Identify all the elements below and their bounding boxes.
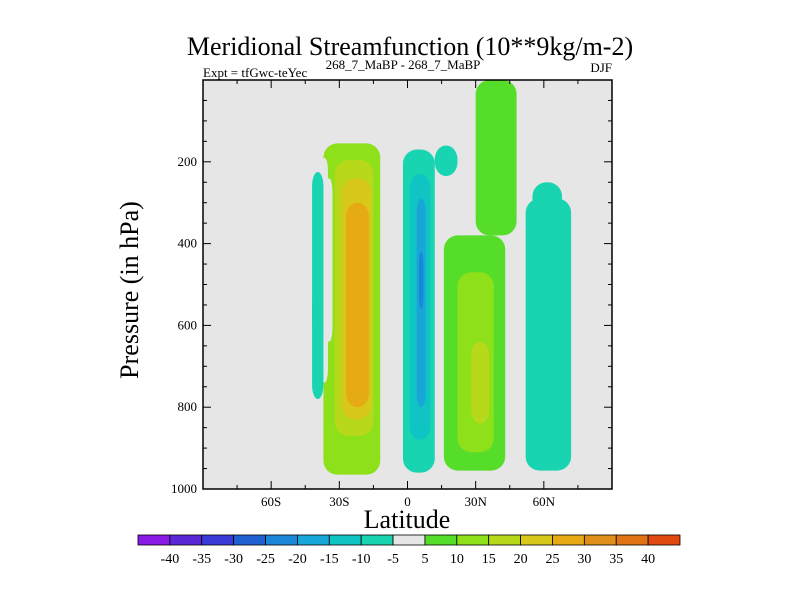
colorbar-swatch: [265, 534, 298, 546]
y-axis: 200 400 600 800 1000: [171, 99, 612, 496]
plot-area: 60S 30S 0 30N 60N 200 400 600 800 1000: [171, 79, 613, 509]
colorbar-label: -30: [224, 552, 243, 567]
season-label: DJF: [590, 60, 612, 75]
colorbar-label: 20: [514, 552, 528, 567]
colorbar-label: 15: [482, 552, 496, 567]
run-comparison-label: 268_7_MaBP - 268_7_MaBP: [326, 57, 481, 72]
colorbar-label: 10: [450, 552, 464, 567]
contour-region-17: [471, 341, 490, 424]
colorbar-swatch: [137, 534, 171, 546]
colorbar-swatch: [201, 534, 235, 546]
colorbar-label: 30: [577, 552, 591, 567]
contour-region-14: [434, 153, 453, 166]
colorbar-swatch: [360, 534, 394, 546]
colorbar-label: 5: [421, 552, 428, 567]
colorbar-label: -35: [192, 552, 211, 567]
colorbar-label: 25: [545, 552, 559, 567]
colorbar-swatch: [456, 534, 490, 546]
colorbar-label: -40: [161, 552, 180, 567]
colorbar-label: 40: [641, 552, 655, 567]
x-axis: 60S 30S 0 30N 60N: [236, 80, 579, 509]
colorbar-swatch: [615, 534, 649, 546]
contour-region-4: [346, 202, 369, 408]
colorbar-label: -20: [288, 552, 307, 567]
y-tick-label: 600: [178, 317, 198, 332]
contour-region-7: [312, 172, 324, 400]
y-axis-label: Pressure (in hPa): [115, 201, 144, 379]
x-tick-label: 30N: [464, 494, 487, 509]
colorbar-label: -15: [320, 552, 339, 567]
x-tick-label: 0: [404, 494, 411, 509]
contour-region-8: [312, 292, 322, 334]
colorbar-swatch: [233, 534, 266, 546]
contour-region-20: [532, 182, 563, 461]
colorbar-swatch: [647, 534, 681, 546]
colorbar-swatch: [297, 534, 330, 546]
colorbar-swatch: [424, 534, 458, 546]
contour-region-12: [418, 251, 424, 310]
colorbar-label: -10: [352, 552, 371, 567]
contour-region-18: [475, 80, 517, 236]
experiment-label: Expt = tfGwc-teYec: [203, 65, 307, 80]
colorbar-swatch: [169, 534, 203, 546]
x-tick-label: 60N: [533, 494, 556, 509]
colorbar-label: -25: [256, 552, 275, 567]
colorbar-label: 35: [609, 552, 623, 567]
x-tick-label: 60S: [261, 494, 281, 509]
contour-regions: [312, 80, 572, 475]
y-tick-label: 800: [178, 399, 198, 414]
y-tick-label: 400: [178, 236, 198, 251]
colorbar-swatch: [488, 534, 521, 546]
colorbar-swatch: [552, 534, 585, 546]
contour-region-6: [325, 178, 333, 342]
x-axis-label: Latitude: [364, 505, 451, 534]
x-tick-label: 30S: [329, 494, 349, 509]
y-tick-label: 200: [178, 154, 198, 169]
colorbar-swatch: [520, 534, 553, 546]
colorbar-label: -5: [387, 552, 399, 567]
colorbar-swatch: [328, 534, 362, 546]
colorbar: -40 -35 -30 -25 -20 -15 -10 -5 5 10 15 20 25 30 35 40: [137, 534, 681, 567]
colorbar-swatch: [392, 534, 426, 546]
y-tick-label: 1000: [171, 481, 197, 496]
chart-title: Meridional Streamfunction (10**9kg/m-2): [187, 32, 633, 61]
colorbar-swatch: [583, 534, 617, 546]
